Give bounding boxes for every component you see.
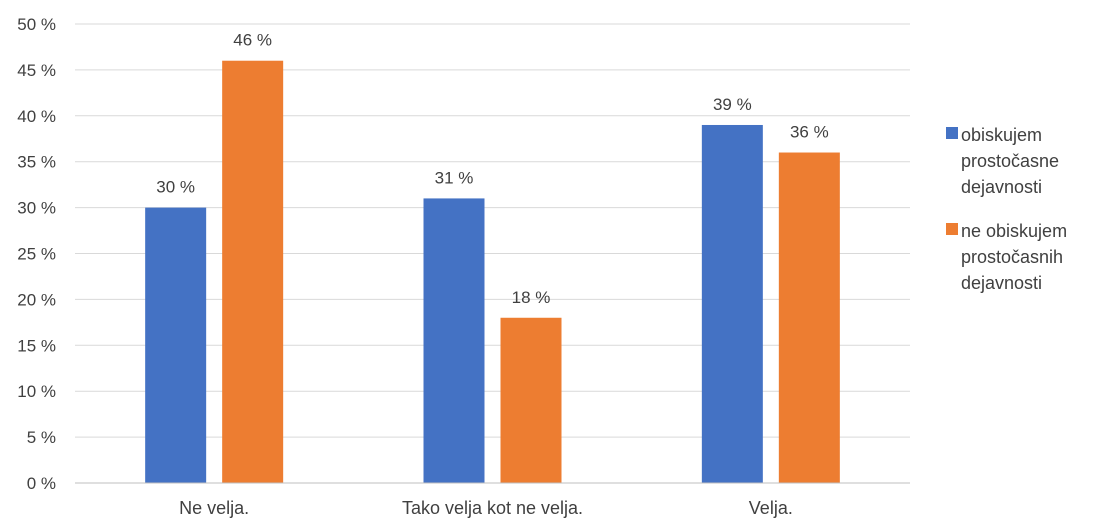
- bar-series-2-1: [222, 60, 284, 483]
- legend: obiskujem prostočasne dejavnosti ne obis…: [944, 122, 1092, 314]
- data-label: 30 %: [156, 178, 195, 197]
- category-label: Ne velja.: [179, 498, 249, 518]
- bar-series-2-2: [500, 317, 562, 483]
- y-tick-label: 10 %: [17, 382, 56, 401]
- y-tick-label: 25 %: [17, 245, 56, 264]
- bar-series-1-2: [423, 198, 485, 484]
- y-tick-label: 40 %: [17, 107, 56, 126]
- data-label: 36 %: [790, 123, 829, 142]
- data-label: 18 %: [512, 288, 551, 307]
- legend-label-series-2: ne obiskujem prostočasnih dejavnosti: [961, 221, 1068, 293]
- legend-item-series-2: ne obiskujem prostočasnih dejavnosti: [944, 218, 1092, 296]
- legend-swatch-series-1: [946, 127, 958, 139]
- data-label: 39 %: [713, 95, 752, 114]
- y-tick-label: 30 %: [17, 199, 56, 218]
- y-tick-label: 0 %: [27, 474, 56, 493]
- y-tick-label: 50 %: [17, 15, 56, 34]
- y-axis-tick-labels: 0 % 5 % 10 % 15 % 20 % 25 % 30 % 35 % 40 % 45 % 50…: [17, 15, 56, 493]
- bar-series-1-3: [701, 124, 763, 483]
- gridlines: [75, 23, 910, 438]
- y-tick-label: 20 %: [17, 290, 56, 309]
- data-label: 46 %: [233, 31, 272, 50]
- legend-item-series-1: obiskujem prostočasne dejavnosti: [944, 122, 1092, 200]
- legend-swatch-series-2: [946, 223, 958, 235]
- legend-label-series-1: obiskujem prostočasne dejavnosti: [961, 125, 1060, 197]
- bar-series-2-3: [778, 152, 840, 483]
- data-labels: 30 % 46 % 31 % 18 % 39 % 36 %: [156, 31, 828, 307]
- data-label: 31 %: [435, 168, 474, 187]
- category-labels: Ne velja. Tako velja kot ne velja. Velja.: [179, 498, 793, 518]
- category-label: Velja.: [749, 498, 793, 518]
- bar-series-1-1: [145, 207, 207, 483]
- y-tick-label: 5 %: [27, 428, 56, 447]
- bars: [145, 60, 840, 484]
- y-tick-label: 35 %: [17, 153, 56, 172]
- y-tick-label: 45 %: [17, 61, 56, 80]
- category-label: Tako velja kot ne velja.: [402, 498, 583, 518]
- y-tick-label: 15 %: [17, 336, 56, 355]
